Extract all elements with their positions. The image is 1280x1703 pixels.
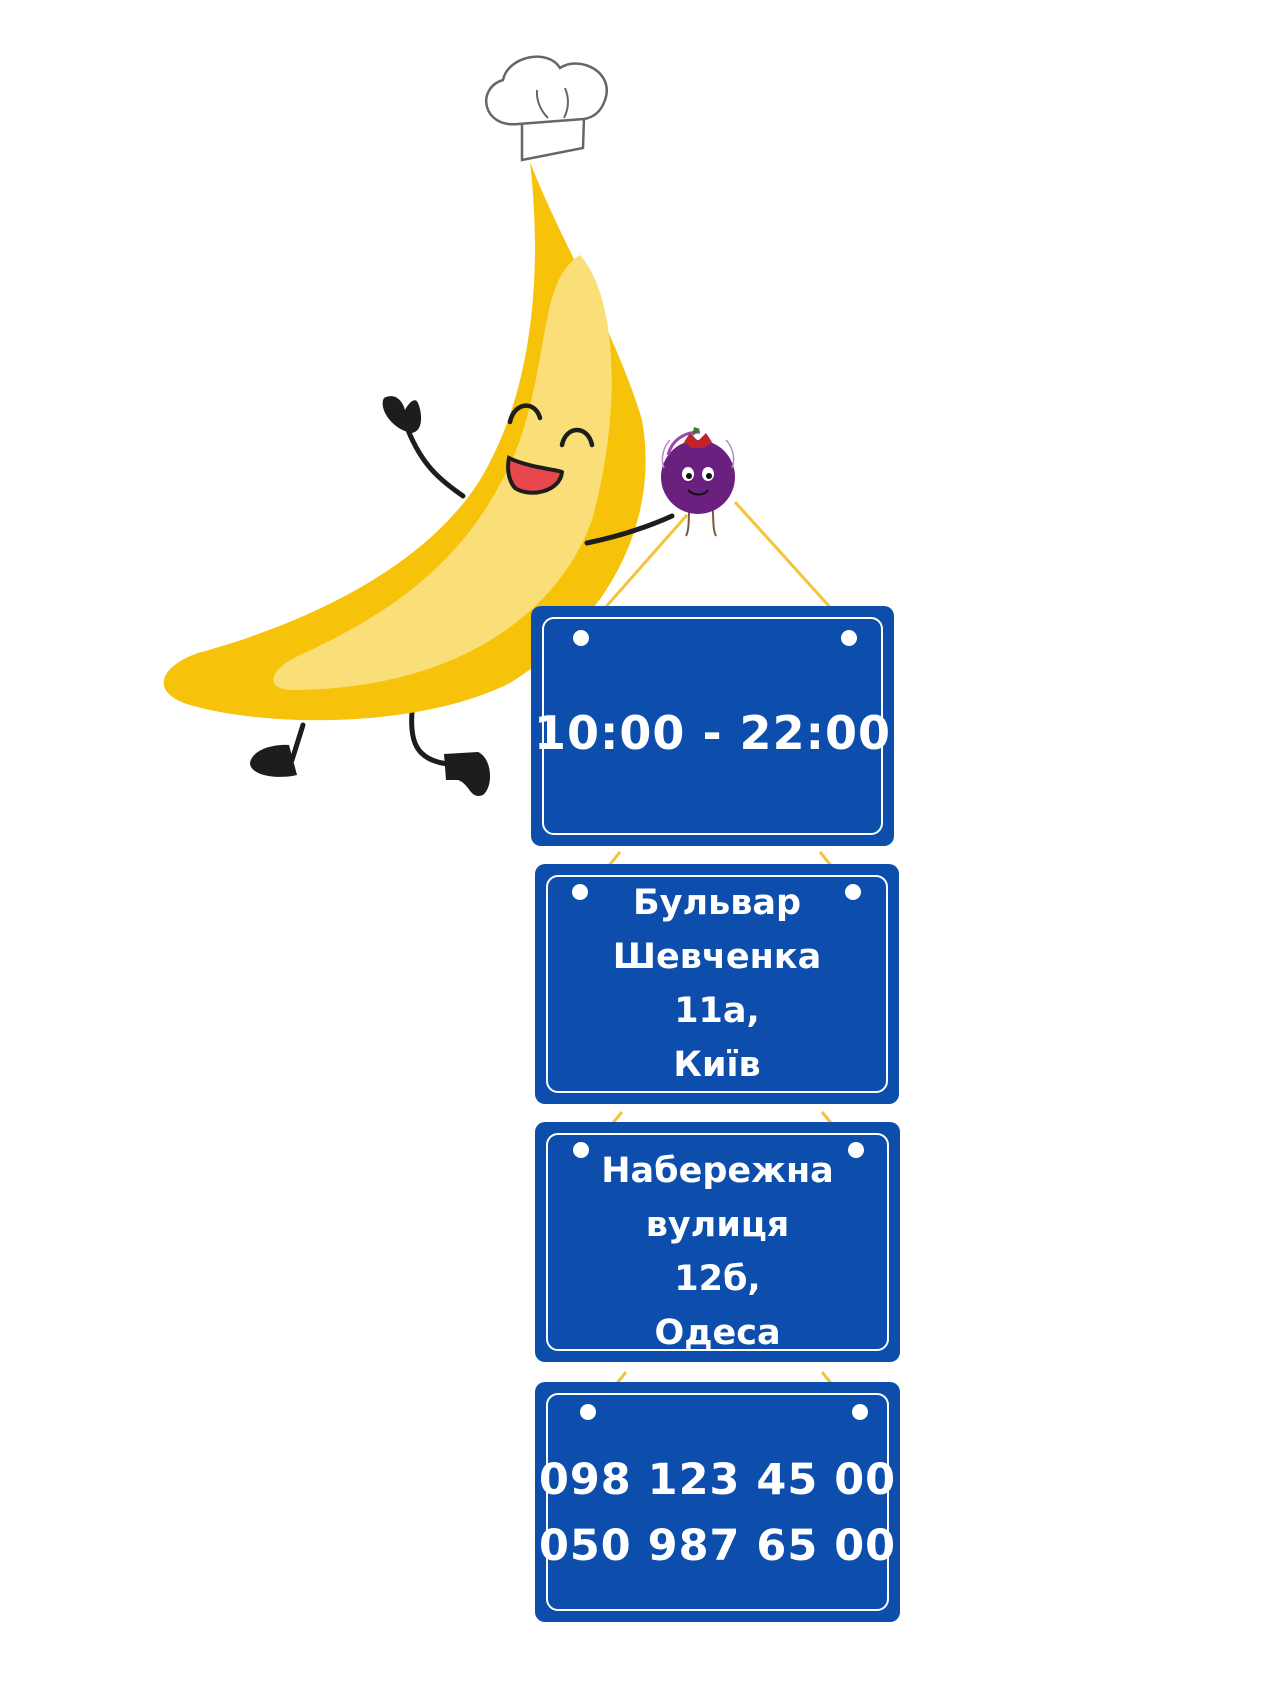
opening-hours-text: 10:00 - 22:00 — [534, 706, 891, 760]
sign-frame — [546, 1133, 889, 1351]
banana-chef-mascot — [163, 55, 675, 796]
phone-number: 050 987 65 00 — [538, 1521, 897, 1571]
odesa-address: Набережна вулиця 12б, Одеса — [535, 1144, 900, 1360]
sign-hole-left — [573, 630, 589, 646]
address-line: Київ — [673, 1045, 761, 1085]
address-line: Бульвар — [632, 883, 802, 923]
sign-hole-right — [845, 884, 861, 900]
kyiv-address: Бульвар Шевченка 11а, Київ — [535, 876, 899, 1092]
address-line: вулиця — [645, 1205, 790, 1245]
address-line: Набережна — [601, 1151, 834, 1191]
sign-frame — [546, 1393, 889, 1611]
sign-hole-right — [848, 1142, 864, 1158]
address-line: 11а, — [674, 991, 760, 1031]
address-line: 12б, — [674, 1259, 761, 1299]
kyiv-address-sign: Бульвар Шевченка 11а, Київ — [535, 864, 899, 1104]
sign-frame — [542, 617, 883, 835]
phone-number: 098 123 45 00 — [538, 1455, 897, 1505]
sign-frame — [546, 875, 888, 1093]
phone-numbers: 098 123 45 00 050 987 65 00 — [535, 1447, 900, 1579]
sign-hole-right — [841, 630, 857, 646]
opening-hours-sign: 10:00 - 22:00 — [531, 606, 894, 846]
odesa-address-sign: Набережна вулиця 12б, Одеса — [535, 1122, 900, 1362]
address-line: Одеса — [654, 1313, 781, 1353]
phone-numbers-sign: 098 123 45 00 050 987 65 00 — [535, 1382, 900, 1622]
address-line: Шевченка — [612, 937, 822, 977]
sign-hole-left — [573, 1142, 589, 1158]
berry-character-icon — [661, 427, 735, 537]
chef-hat-icon — [485, 55, 608, 162]
sign-hole-left — [580, 1404, 596, 1420]
sign-hole-right — [852, 1404, 868, 1420]
sign-hole-left — [572, 884, 588, 900]
